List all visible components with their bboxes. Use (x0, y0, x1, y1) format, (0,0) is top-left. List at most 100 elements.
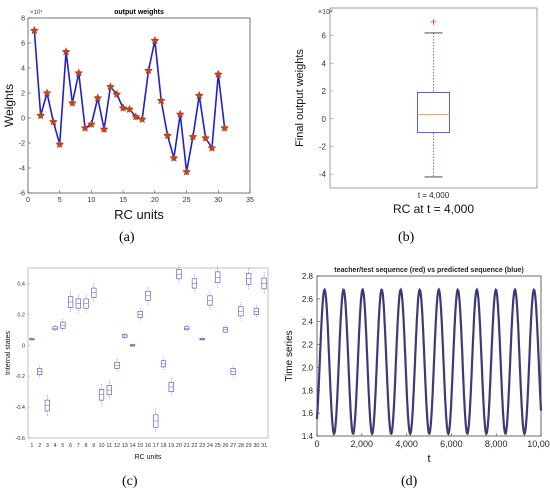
weight-point-plus (151, 37, 159, 44)
x-tick-label-c: 2 (38, 443, 41, 449)
weight-point-plus (221, 124, 228, 132)
weight-point-plus (208, 144, 216, 152)
y-tick-label-d: 2.2 (302, 341, 314, 350)
caption-b: (b) (398, 230, 415, 245)
weight-point-plus (138, 116, 146, 123)
y-tick-label-c: -0.6 (16, 436, 25, 442)
x-tick-label-c: 15 (137, 443, 143, 449)
y-tick-label-a: 6 (21, 41, 25, 48)
y-tick-label-b: 0 (322, 115, 327, 124)
weight-point-plus (43, 89, 51, 97)
y-multiplier-a: ×10⁴ (30, 9, 43, 16)
x-tick-label-a: 0 (26, 197, 30, 204)
weight-point-plus (158, 97, 165, 104)
x-tick-label-d: 2,000 (351, 439, 374, 449)
x-tick-label-c: 30 (253, 443, 259, 449)
weight-point-plus (183, 168, 190, 175)
caption-a: (a) (119, 230, 135, 245)
y-tick-label-c: 0.4 (17, 281, 25, 287)
y-tick-label-a: 2 (21, 91, 25, 98)
x-tick-label-d: 0 (314, 439, 319, 449)
weight-point-plus (37, 112, 44, 119)
panel-d: teacher/test sequence (red) vs predicted… (275, 262, 550, 467)
y-tick-label-a: 4 (21, 66, 25, 73)
weight-point-plus (94, 94, 101, 102)
panel-a: output weights ×10⁴ 0 5 10 15 20 25 30 35 -6 -4 -2 0 2… (0, 0, 275, 225)
weight-point-plus (126, 106, 133, 113)
weight-point-plus (88, 121, 95, 128)
x-tick-label-c: 6 (69, 443, 72, 449)
y-tick-label-c: 0.2 (17, 312, 25, 318)
x-tick-label-a: 35 (246, 197, 254, 204)
x-tick-label-c: 23 (199, 443, 205, 449)
weight-point-plus (75, 69, 82, 77)
weight-point-plus (107, 83, 114, 90)
y-tick-label-c: -0.4 (16, 405, 25, 411)
y-axis-label-b: Final output weights (294, 49, 306, 147)
weight-point-plus (31, 27, 38, 34)
weight-point-plus (132, 113, 140, 120)
x-tick-label-c: 17 (153, 443, 159, 449)
x-tick-label-c: 9 (92, 443, 95, 449)
box-b (417, 92, 450, 134)
y-tick-label-a: -6 (19, 191, 25, 198)
weight-point-plus (196, 92, 203, 99)
caption-d: (d) (401, 474, 418, 489)
x-tick-label-b: t = 4,000 (418, 191, 450, 200)
x-tick-label-a: 30 (214, 197, 222, 204)
weight-point-plus (177, 111, 184, 118)
x-axis-label-d: t (427, 453, 430, 465)
x-tick-label-c: 3 (46, 443, 49, 449)
x-tick-label-a: 5 (58, 197, 62, 204)
x-tick-label-c: 31 (261, 443, 267, 449)
chart-d: teacher/test sequence (red) vs predicted… (284, 267, 550, 465)
x-tick-label-c: 18 (160, 443, 166, 449)
x-axis-label-c: RC units (135, 454, 162, 461)
x-tick-label-c: 10 (98, 443, 104, 449)
chart-a: output weights ×10⁴ 0 5 10 15 20 25 30 35 -6 -4 -2 0 2… (2, 9, 254, 222)
y-tick-label-b: -4 (319, 170, 327, 179)
x-tick-label-c: 13 (122, 443, 128, 449)
x-tick-label-c: 20 (176, 443, 182, 449)
x-tick-label-c: 14 (129, 443, 135, 449)
y-tick-label-d: 2.4 (302, 318, 314, 327)
y-tick-label-d: 2.6 (302, 295, 314, 304)
y-axis-label-c: Internal states (5, 331, 12, 375)
panel-c: -0.6 -0.4 -0.2 0 0.2 0.4 Internal states 1 2 3 4 5 6… (0, 262, 275, 462)
x-tick-label-a: 10 (88, 197, 96, 204)
x-tick-label-d: 4,000 (395, 439, 418, 449)
x-tick-label-c: 5 (61, 443, 64, 449)
weight-point-plus (81, 124, 89, 132)
x-tick-label-c: 22 (191, 443, 197, 449)
y-tick-label-d: 1.6 (302, 409, 314, 418)
y-tick-label-d: 1.4 (302, 432, 314, 441)
predicted-sequence-line (315, 287, 543, 436)
y-axis-label-d: Time series (284, 330, 295, 381)
y-tick-label-b: -2 (319, 142, 327, 151)
x-tick-label-d: 6,000 (440, 439, 463, 449)
x-tick-label-c: 27 (230, 443, 236, 449)
x-tick-label-d: 10,000 (527, 439, 550, 449)
x-tick-label-c: 24 (207, 443, 213, 449)
x-tick-label-c: 21 (184, 443, 190, 449)
x-tick-label-c: 4 (54, 443, 57, 449)
chart-b: ×10⁴ -4 -2 0 2 4 6 Final output weights t = 4,00… (294, 7, 538, 216)
weight-point-plus (56, 141, 63, 148)
x-tick-label-d: 8,000 (485, 439, 508, 449)
x-tick-label-c: 19 (168, 443, 174, 449)
y-tick-label-d: 2.0 (302, 363, 314, 372)
chart-c: -0.6 -0.4 -0.2 0 0.2 0.4 Internal states 1 2 3 4 5 6… (5, 264, 269, 461)
y-tick-label-a: 0 (21, 116, 25, 123)
x-tick-label-c: 26 (222, 443, 228, 449)
x-tick-label-c: 7 (77, 443, 80, 449)
y-multiplier-b: ×10⁴ (318, 9, 333, 16)
weight-point-plus (100, 126, 108, 133)
weight-point-plus (202, 134, 209, 142)
weight-point-plus (164, 132, 171, 139)
y-tick-label-c: 0 (22, 343, 25, 349)
weight-point-plus (69, 99, 76, 107)
y-tick-label-c: -0.2 (16, 374, 25, 380)
x-tick-label-c: 29 (246, 443, 252, 449)
y-tick-label-a: 8 (21, 16, 25, 23)
x-tick-label-c: 12 (114, 443, 120, 449)
